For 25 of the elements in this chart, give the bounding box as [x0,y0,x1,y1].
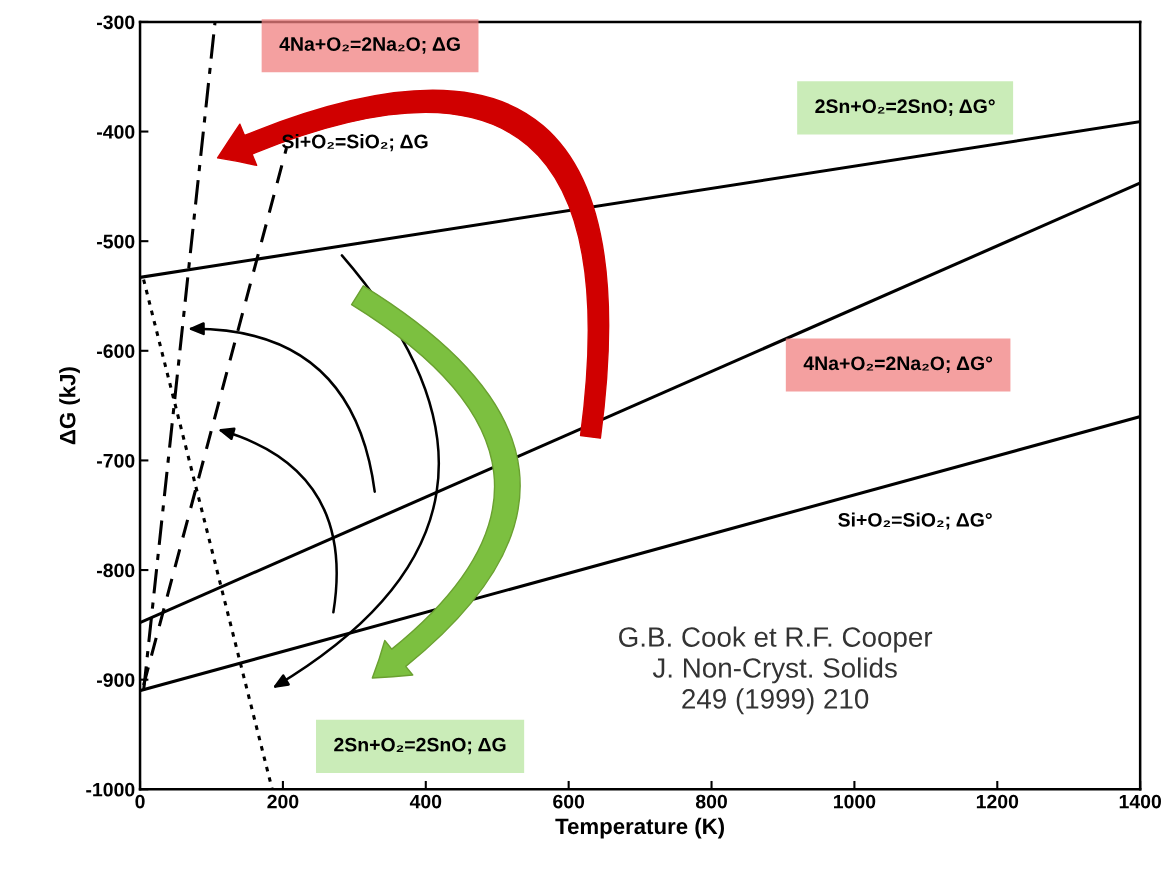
x-tick-label: 1000 [834,794,876,809]
y-axis-title: ΔG (kJ) [59,367,80,445]
y-tick-label: -600 [97,344,135,359]
x-tick-label: 800 [695,794,727,809]
y-tick-label: -400 [97,125,135,139]
annotation: Si+O₂=SiO₂; ΔG [282,134,428,152]
x-tick-label: 1200 [976,794,1019,809]
x-tick-label: 0 [135,794,145,809]
annotation: 4Na+O₂=2Na₂O; ΔG° [803,356,993,373]
x-tick-label: 400 [409,794,442,809]
y-tick-label: -1000 [86,782,135,797]
y-tick-label: -800 [97,563,135,578]
annotation: Si+O₂=SiO₂; ΔG° [838,512,992,530]
x-tick-label: 600 [553,794,585,809]
annotation: 4Na+O₂=2Na₂O; ΔG [279,37,460,54]
annotation: G.B. Cook et R.F. Cooper J. Non-Cryst. Solids 249 (1999) 210 [619,626,933,715]
x-tick-label: 200 [267,794,299,809]
y-tick-label: -900 [97,673,135,687]
y-tick-label: -700 [97,453,135,468]
x-axis-title: Temperature (K) [555,817,724,839]
annotation: 2Sn+O₂=2SnO; ΔG [334,737,506,755]
y-tick-label: -300 [97,15,135,30]
x-tick-label: 1400 [1119,794,1161,809]
annotation: 2Sn+O₂=2SnO; ΔG° [815,99,995,116]
y-tick-label: -500 [97,234,135,249]
